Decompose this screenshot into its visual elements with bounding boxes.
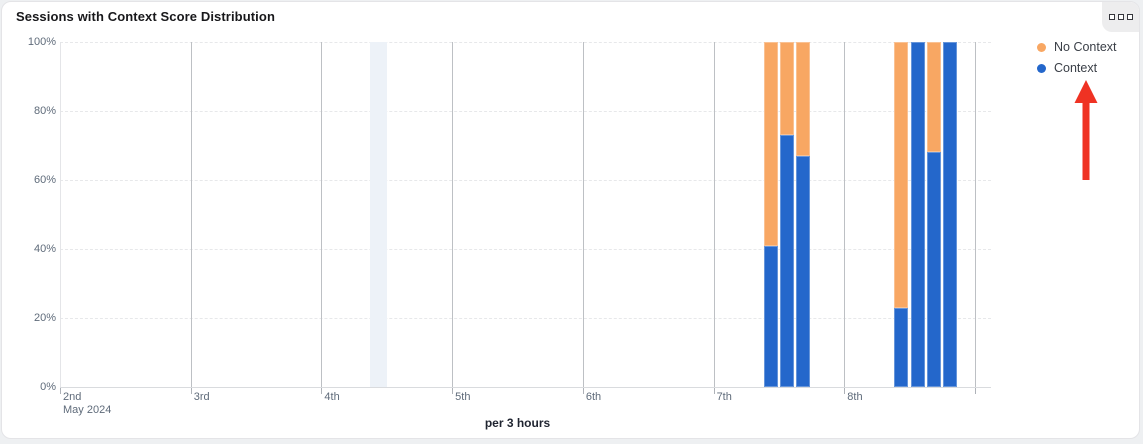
- vertical-gridline: [975, 42, 976, 387]
- x-axis-tick-label: 2nd May 2024: [63, 391, 112, 416]
- x-axis-tick-label: 6th: [585, 391, 602, 403]
- y-axis-line: [60, 42, 61, 387]
- x-axis-tick-label: 5th: [455, 391, 471, 403]
- x-axis-tick-label: 7th: [716, 391, 732, 403]
- vertical-gridline: [190, 42, 192, 387]
- y-axis-tick-label: 80%: [33, 105, 56, 117]
- legend-item-no-context[interactable]: No Context: [1037, 40, 1117, 54]
- x-axis-caption: per 3 hours: [484, 416, 551, 430]
- horizontal-gridline: [60, 249, 991, 250]
- x-axis-month-label: May 2024: [63, 404, 112, 416]
- vertical-gridline: [321, 42, 323, 387]
- bar-segment-context[interactable]: [796, 155, 811, 387]
- bar-segment-no-context[interactable]: [894, 42, 909, 308]
- legend-dot-icon: [1037, 63, 1046, 73]
- bar-segment-context[interactable]: [910, 42, 925, 387]
- square-icon: [1126, 14, 1133, 20]
- legend-label: No Context: [1054, 40, 1117, 54]
- stacked-bar[interactable]: [796, 42, 811, 387]
- horizontal-gridline: [60, 180, 991, 181]
- x-axis-tick: [713, 387, 715, 394]
- bar-segment-no-context[interactable]: [763, 42, 778, 246]
- x-axis-tick-label: 3rd: [193, 391, 210, 403]
- y-axis-tick-label: 20%: [33, 312, 56, 324]
- bar-segment-no-context[interactable]: [926, 42, 942, 153]
- x-axis-tick-label: 4th: [324, 391, 340, 403]
- vertical-gridline: [452, 42, 454, 387]
- x-axis-tick: [582, 387, 584, 394]
- widget-menu-button[interactable]: [1102, 2, 1139, 32]
- vertical-gridline: [713, 42, 715, 387]
- x-axis-tick: [975, 387, 976, 394]
- legend-label: Context: [1054, 61, 1098, 75]
- legend-item-context[interactable]: Context: [1037, 61, 1117, 75]
- horizontal-gridline: [60, 42, 991, 43]
- bar-segment-context[interactable]: [926, 152, 942, 387]
- chart-legend: No Context Context: [1037, 40, 1117, 75]
- horizontal-gridline: [60, 111, 991, 112]
- legend-dot-icon: [1037, 42, 1046, 52]
- x-axis-tick: [190, 387, 192, 394]
- square-icon: [1108, 14, 1115, 20]
- stacked-bar-chart: 0% 20% 40% 60% 80% 100% 2nd May 2024 3rd 4th 5th 6t…: [2, 2, 1139, 438]
- square-icon: [1117, 14, 1124, 20]
- x-axis-tick: [844, 387, 846, 394]
- bar-segment-context[interactable]: [763, 245, 778, 387]
- bar-segment-no-context[interactable]: [796, 42, 811, 156]
- stacked-bar[interactable]: [943, 42, 958, 387]
- y-axis-tick-label: 40%: [33, 243, 56, 255]
- vertical-gridline: [844, 42, 846, 387]
- card-title: Sessions with Context Score Distribution: [16, 9, 275, 24]
- x-axis-tick: [452, 387, 454, 394]
- y-axis-tick-label: 0%: [40, 381, 56, 393]
- bar-segment-context[interactable]: [943, 42, 958, 387]
- y-axis-tick-label: 60%: [33, 174, 56, 186]
- bar-segment-no-context[interactable]: [779, 42, 795, 136]
- vertical-gridline: [582, 42, 584, 387]
- hover-highlight-band: [370, 42, 387, 387]
- stacked-bar[interactable]: [910, 42, 925, 387]
- stacked-bar[interactable]: [763, 42, 778, 387]
- x-axis-tick-label: 8th: [847, 391, 863, 403]
- stacked-bar[interactable]: [779, 42, 795, 387]
- x-axis-line: [60, 387, 991, 388]
- bar-segment-context[interactable]: [894, 307, 909, 387]
- x-axis-tick: [60, 387, 61, 394]
- horizontal-gridline: [60, 318, 991, 319]
- stacked-bar[interactable]: [894, 42, 909, 387]
- stacked-bar[interactable]: [926, 42, 942, 387]
- x-axis-tick: [321, 387, 323, 394]
- y-axis-tick-label: 100%: [27, 36, 56, 48]
- bar-segment-context[interactable]: [779, 135, 795, 387]
